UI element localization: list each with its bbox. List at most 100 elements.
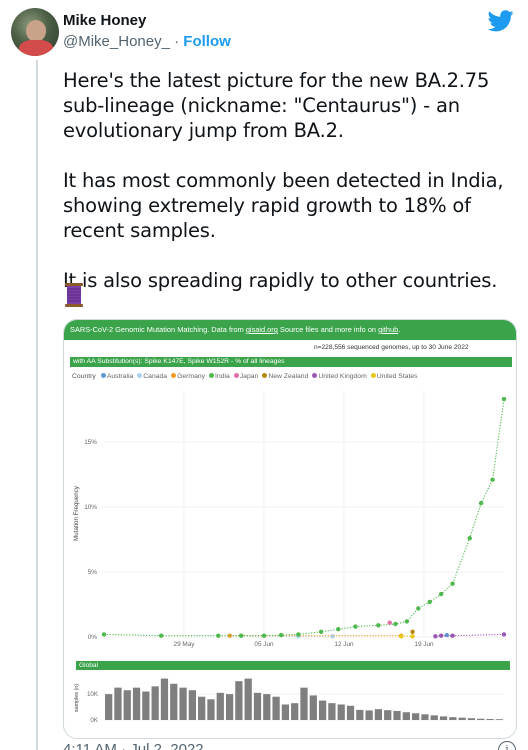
- legend-item[interactable]: Germany: [171, 373, 205, 380]
- data-point[interactable]: [376, 623, 381, 628]
- data-point[interactable]: [438, 633, 444, 638]
- legend-series-name: United Kingdom: [318, 373, 367, 380]
- histogram-bar[interactable]: [225, 694, 234, 720]
- histogram-bar[interactable]: [495, 719, 503, 720]
- author-name[interactable]: Mike Honey: [63, 12, 147, 29]
- histogram-bar[interactable]: [142, 691, 150, 720]
- histogram-bar[interactable]: [105, 694, 113, 720]
- histogram-bar[interactable]: [374, 709, 383, 720]
- info-icon[interactable]: i: [498, 741, 516, 750]
- data-point[interactable]: [450, 581, 455, 586]
- legend-item[interactable]: United States: [370, 373, 418, 380]
- media-card[interactable]: SARS-CoV-2 Genomic Mutation Matching. Da…: [63, 319, 517, 739]
- histogram-bar[interactable]: [346, 705, 355, 720]
- data-point[interactable]: [501, 396, 507, 402]
- tweet-paragraph: It is also spreading rapidly to other co…: [63, 269, 498, 292]
- histogram-bar[interactable]: [439, 716, 448, 720]
- legend-item[interactable]: New Zealand: [262, 373, 308, 380]
- legend-item[interactable]: Australia: [100, 373, 133, 380]
- gisaid-link[interactable]: gisaid.org: [245, 325, 278, 334]
- histogram-bar[interactable]: [160, 678, 169, 720]
- data-point[interactable]: [410, 634, 415, 639]
- histogram-bar[interactable]: [263, 694, 271, 720]
- twitter-bird-icon[interactable]: [488, 10, 514, 32]
- histogram-bar[interactable]: [170, 683, 178, 720]
- histogram-bar[interactable]: [430, 715, 438, 720]
- avatar[interactable]: [11, 8, 59, 56]
- timestamp[interactable]: 4:11 AM · Jul 2, 2022: [63, 741, 204, 750]
- histogram-bar[interactable]: [393, 710, 401, 720]
- histogram-bar[interactable]: [207, 699, 215, 720]
- data-point[interactable]: [398, 634, 404, 639]
- data-point[interactable]: [278, 632, 284, 638]
- histogram-bar[interactable]: [188, 690, 196, 720]
- data-point[interactable]: [318, 629, 324, 634]
- histogram-bar[interactable]: [198, 696, 206, 720]
- histogram-bar[interactable]: [244, 678, 252, 720]
- data-point[interactable]: [433, 634, 438, 639]
- series-line: [103, 399, 505, 637]
- author-handle[interactable]: @Mike_Honey_: [63, 33, 170, 50]
- data-point[interactable]: [467, 536, 472, 541]
- data-point[interactable]: [501, 632, 507, 637]
- data-point[interactable]: [478, 500, 484, 506]
- histogram-bar[interactable]: [216, 692, 224, 720]
- histogram-bar[interactable]: [132, 687, 141, 720]
- data-point[interactable]: [158, 633, 164, 638]
- histogram-bar[interactable]: [337, 704, 345, 720]
- data-point[interactable]: [427, 599, 432, 605]
- data-point[interactable]: [387, 620, 392, 625]
- histogram-bar[interactable]: [281, 704, 290, 720]
- histogram-bar[interactable]: [328, 703, 336, 720]
- histogram-bar[interactable]: [318, 700, 327, 720]
- histogram-bar[interactable]: [309, 695, 317, 720]
- github-link[interactable]: github: [378, 325, 399, 334]
- histogram-bar[interactable]: [449, 717, 457, 720]
- histogram-bar[interactable]: [300, 687, 308, 720]
- data-point[interactable]: [416, 606, 421, 611]
- legend-item[interactable]: United Kingdom: [312, 373, 367, 380]
- histogram-bar[interactable]: [123, 690, 131, 720]
- histogram-bar[interactable]: [402, 712, 410, 720]
- histogram-bar[interactable]: [356, 709, 364, 720]
- histogram-bar[interactable]: [458, 717, 466, 720]
- follow-button[interactable]: Follow: [183, 33, 231, 50]
- data-point[interactable]: [296, 632, 301, 637]
- histogram-bar[interactable]: [235, 681, 243, 720]
- data-point[interactable]: [216, 633, 221, 638]
- histogram-bar[interactable]: [151, 686, 159, 720]
- data-point[interactable]: [438, 591, 444, 597]
- legend-item[interactable]: India: [209, 373, 230, 380]
- histogram-bar[interactable]: [412, 713, 420, 720]
- histogram-bar[interactable]: [486, 718, 494, 720]
- separator-dot: ·: [169, 33, 184, 50]
- data-point[interactable]: [330, 634, 335, 639]
- histogram-bar[interactable]: [272, 696, 280, 720]
- data-point[interactable]: [444, 632, 450, 638]
- legend-item[interactable]: Canada: [137, 373, 167, 380]
- data-point[interactable]: [227, 633, 232, 638]
- histogram-bar[interactable]: [291, 703, 299, 720]
- legend-item[interactable]: Japan: [233, 373, 259, 380]
- histogram-bar[interactable]: [253, 692, 262, 720]
- histogram-bar[interactable]: [384, 710, 392, 720]
- data-point[interactable]: [393, 621, 398, 627]
- legend-series-name: United States: [376, 373, 418, 380]
- data-point[interactable]: [490, 477, 495, 482]
- histogram-bar[interactable]: [421, 714, 429, 720]
- data-point[interactable]: [450, 633, 455, 638]
- data-point[interactable]: [404, 619, 410, 624]
- legend-dot: [262, 373, 268, 378]
- data-point[interactable]: [238, 633, 244, 638]
- data-point[interactable]: [336, 627, 341, 632]
- data-point[interactable]: [101, 632, 107, 637]
- data-point[interactable]: [410, 629, 415, 634]
- histogram-bar[interactable]: [114, 687, 122, 720]
- histogram-bar[interactable]: [477, 718, 485, 720]
- histogram-bar[interactable]: [179, 687, 187, 720]
- histogram-bar[interactable]: [467, 718, 476, 720]
- data-point[interactable]: [353, 624, 358, 629]
- histogram-bar[interactable]: [365, 710, 373, 720]
- data-point[interactable]: [261, 633, 267, 638]
- legend-series-name: Japan: [239, 373, 259, 380]
